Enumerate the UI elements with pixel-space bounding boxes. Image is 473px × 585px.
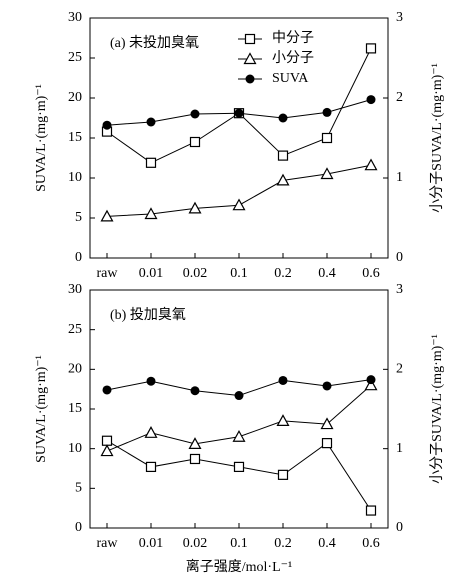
marker-square [244,33,256,45]
y2-tick-label: 3 [396,10,403,25]
y2-axis-title: 小分子SUVA/L·(mg·m)⁻¹ [429,334,445,484]
marker-circle [322,107,332,117]
x-tick-label: 0.2 [274,266,292,281]
y2-tick-label: 2 [396,90,403,105]
marker-circle [146,376,156,386]
marker-square [189,136,201,148]
marker-triangle [188,437,202,450]
x-tick-label: 0.01 [139,536,164,551]
x-tick-label: raw [97,266,119,281]
marker-triangle [276,173,290,186]
marker-square [321,132,333,144]
marker-circle [245,74,255,84]
marker-triangle [232,198,246,211]
marker-triangle [144,207,158,220]
x-tick-label: 0.6 [362,266,380,281]
marker-triangle [276,414,290,426]
marker-triangle [188,201,202,214]
marker-square [101,435,113,446]
marker-circle [102,385,112,395]
y-axis-title: SUVA/L·(mg·m)⁻¹ [34,355,49,463]
marker-square [365,43,377,54]
marker-square [277,469,289,480]
panel-title: (b) 投加臭氧 [110,307,186,323]
plot-frame [89,289,389,529]
y2-tick-label: 0 [396,520,403,535]
marker-circle [278,375,288,385]
x-tick-label: 0.02 [183,266,208,281]
y-tick-label: 0 [75,250,82,265]
y-tick-label: 25 [68,50,82,65]
x-tick-label: 0.1 [230,536,248,551]
marker-square [189,453,201,465]
y2-tick-label: 3 [396,282,403,297]
y2-tick-label: 0 [396,250,403,265]
marker-circle [146,117,156,127]
x-tick-label: 0.02 [183,536,208,551]
x-tick-label: 0.2 [274,536,292,551]
y-tick-label: 15 [68,130,82,145]
legend-label: 中分子 [272,30,314,46]
x-axis-title: 离子强度/mol·L⁻¹ [186,558,292,575]
series-line [106,48,372,164]
marker-triangle [100,209,114,222]
x-tick-label: raw [97,536,119,551]
y-tick-label: 30 [68,10,82,25]
legend-label: SUVA [272,71,309,86]
marker-square [145,157,157,168]
marker-triangle [243,52,257,65]
marker-circle [234,391,244,401]
marker-square [321,438,333,449]
marker-triangle [100,444,114,457]
marker-triangle [364,158,378,171]
y-tick-label: 10 [68,170,82,185]
x-tick-label: 0.4 [318,536,336,551]
x-tick-label: 0.6 [362,536,380,551]
y-tick-label: 5 [75,210,82,225]
marker-circle [190,109,200,119]
marker-square [277,150,289,161]
y-tick-label: 20 [68,90,82,105]
marker-square [145,461,157,473]
marker-circle [366,95,376,105]
y2-axis-title: 小分子SUVA/L·(mg·m)⁻¹ [429,63,445,213]
marker-square [365,505,377,516]
marker-triangle [144,426,158,438]
marker-triangle [320,417,334,430]
marker-circle [234,108,244,118]
marker-circle [322,381,332,391]
x-tick-label: 0.01 [139,266,164,281]
panel-title: (a) 未投加臭氧 [110,35,199,51]
marker-triangle [232,430,246,442]
y-tick-label: 10 [68,441,82,456]
y-tick-label: 0 [75,520,82,535]
series-line [106,440,372,511]
y2-tick-label: 2 [396,362,403,377]
x-tick-label: 0.1 [230,266,248,281]
marker-square [233,461,245,473]
marker-circle [278,113,288,123]
marker-circle [366,375,376,385]
y-tick-label: 30 [68,282,82,297]
marker-circle [190,386,200,396]
y-tick-label: 25 [68,322,82,337]
legend-label: 小分子 [272,50,314,66]
plot-frame [89,17,389,259]
marker-triangle [364,378,378,391]
y-axis-title: SUVA/L·(mg·m)⁻¹ [34,84,49,192]
marker-triangle [320,167,334,180]
y-tick-label: 5 [75,481,82,496]
y-tick-label: 15 [68,401,82,416]
y2-tick-label: 1 [396,170,403,185]
y2-tick-label: 1 [396,441,403,456]
marker-circle [102,120,112,130]
y-tick-label: 20 [68,362,82,377]
x-tick-label: 0.4 [318,266,336,281]
